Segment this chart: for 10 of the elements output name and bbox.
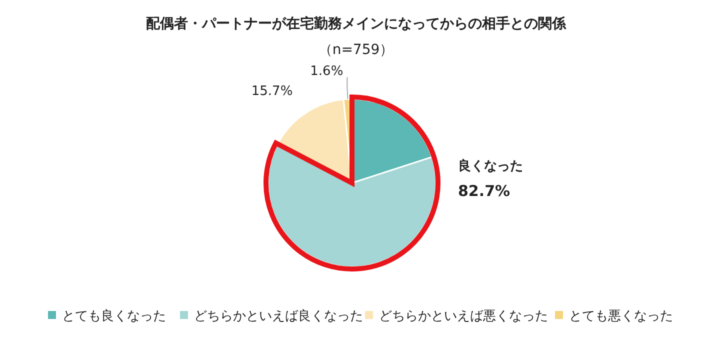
chart-title: 配偶者・パートナーが在宅勤務メインになってからの相手との関係 (146, 15, 567, 32)
chart-subtitle: （n=759） (318, 42, 394, 58)
data-label: 1.6% (310, 64, 344, 80)
text: 良くなった (458, 158, 523, 174)
legend-label: どちらかといえば悪くなった (379, 309, 548, 324)
legend-label: とても悪くなった (569, 309, 673, 324)
legend-label: どちらかといえば良くなった (194, 309, 363, 324)
data-label: 15.7% (251, 84, 293, 100)
text: 82.7% (458, 182, 510, 200)
legend-label: とても良くなった (62, 309, 166, 324)
